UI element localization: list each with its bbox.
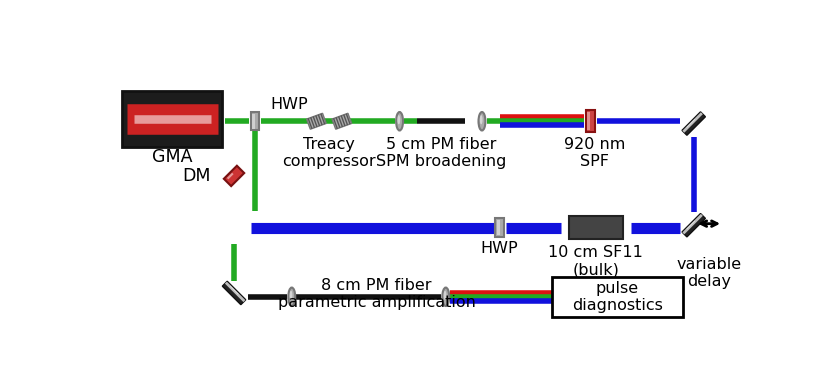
Ellipse shape	[289, 291, 292, 300]
Bar	[251, 112, 259, 130]
Bar	[586, 111, 595, 132]
Text: pulse
diagnostics: pulse diagnostics	[572, 281, 663, 313]
Bar	[569, 216, 623, 239]
Polygon shape	[686, 221, 696, 230]
Ellipse shape	[478, 112, 486, 130]
Polygon shape	[222, 281, 246, 305]
Bar	[496, 218, 504, 237]
Ellipse shape	[480, 115, 482, 124]
Bar	[122, 91, 222, 147]
Polygon shape	[306, 113, 326, 129]
Text: 10 cm SF11
(bulk): 10 cm SF11 (bulk)	[549, 245, 644, 278]
Text: Treacy
compressor: Treacy compressor	[282, 137, 376, 169]
Ellipse shape	[444, 291, 446, 300]
Ellipse shape	[442, 288, 449, 306]
Text: GMA: GMA	[152, 148, 193, 166]
Text: HWP: HWP	[270, 97, 308, 112]
Polygon shape	[682, 214, 703, 234]
Text: HWP: HWP	[481, 241, 519, 256]
Polygon shape	[230, 286, 238, 294]
Polygon shape	[332, 113, 352, 129]
Polygon shape	[225, 282, 245, 302]
Text: 920 nm
SPF: 920 nm SPF	[564, 137, 625, 169]
Polygon shape	[682, 112, 706, 135]
Bar	[252, 114, 255, 129]
Polygon shape	[682, 112, 703, 133]
Text: DM: DM	[182, 167, 211, 185]
Polygon shape	[682, 213, 706, 237]
Bar	[552, 277, 683, 317]
Text: 8 cm PM fiber
parametric amplification: 8 cm PM fiber parametric amplification	[278, 277, 476, 310]
Ellipse shape	[396, 112, 403, 130]
Ellipse shape	[398, 115, 400, 124]
Polygon shape	[224, 166, 244, 186]
Polygon shape	[686, 119, 696, 128]
Polygon shape	[227, 173, 233, 179]
Text: 5 cm PM fiber
SPM broadening: 5 cm PM fiber SPM broadening	[376, 137, 506, 169]
Text: variable
delay: variable delay	[676, 257, 742, 289]
Bar	[497, 220, 499, 235]
Bar	[587, 112, 591, 130]
Ellipse shape	[289, 288, 295, 306]
